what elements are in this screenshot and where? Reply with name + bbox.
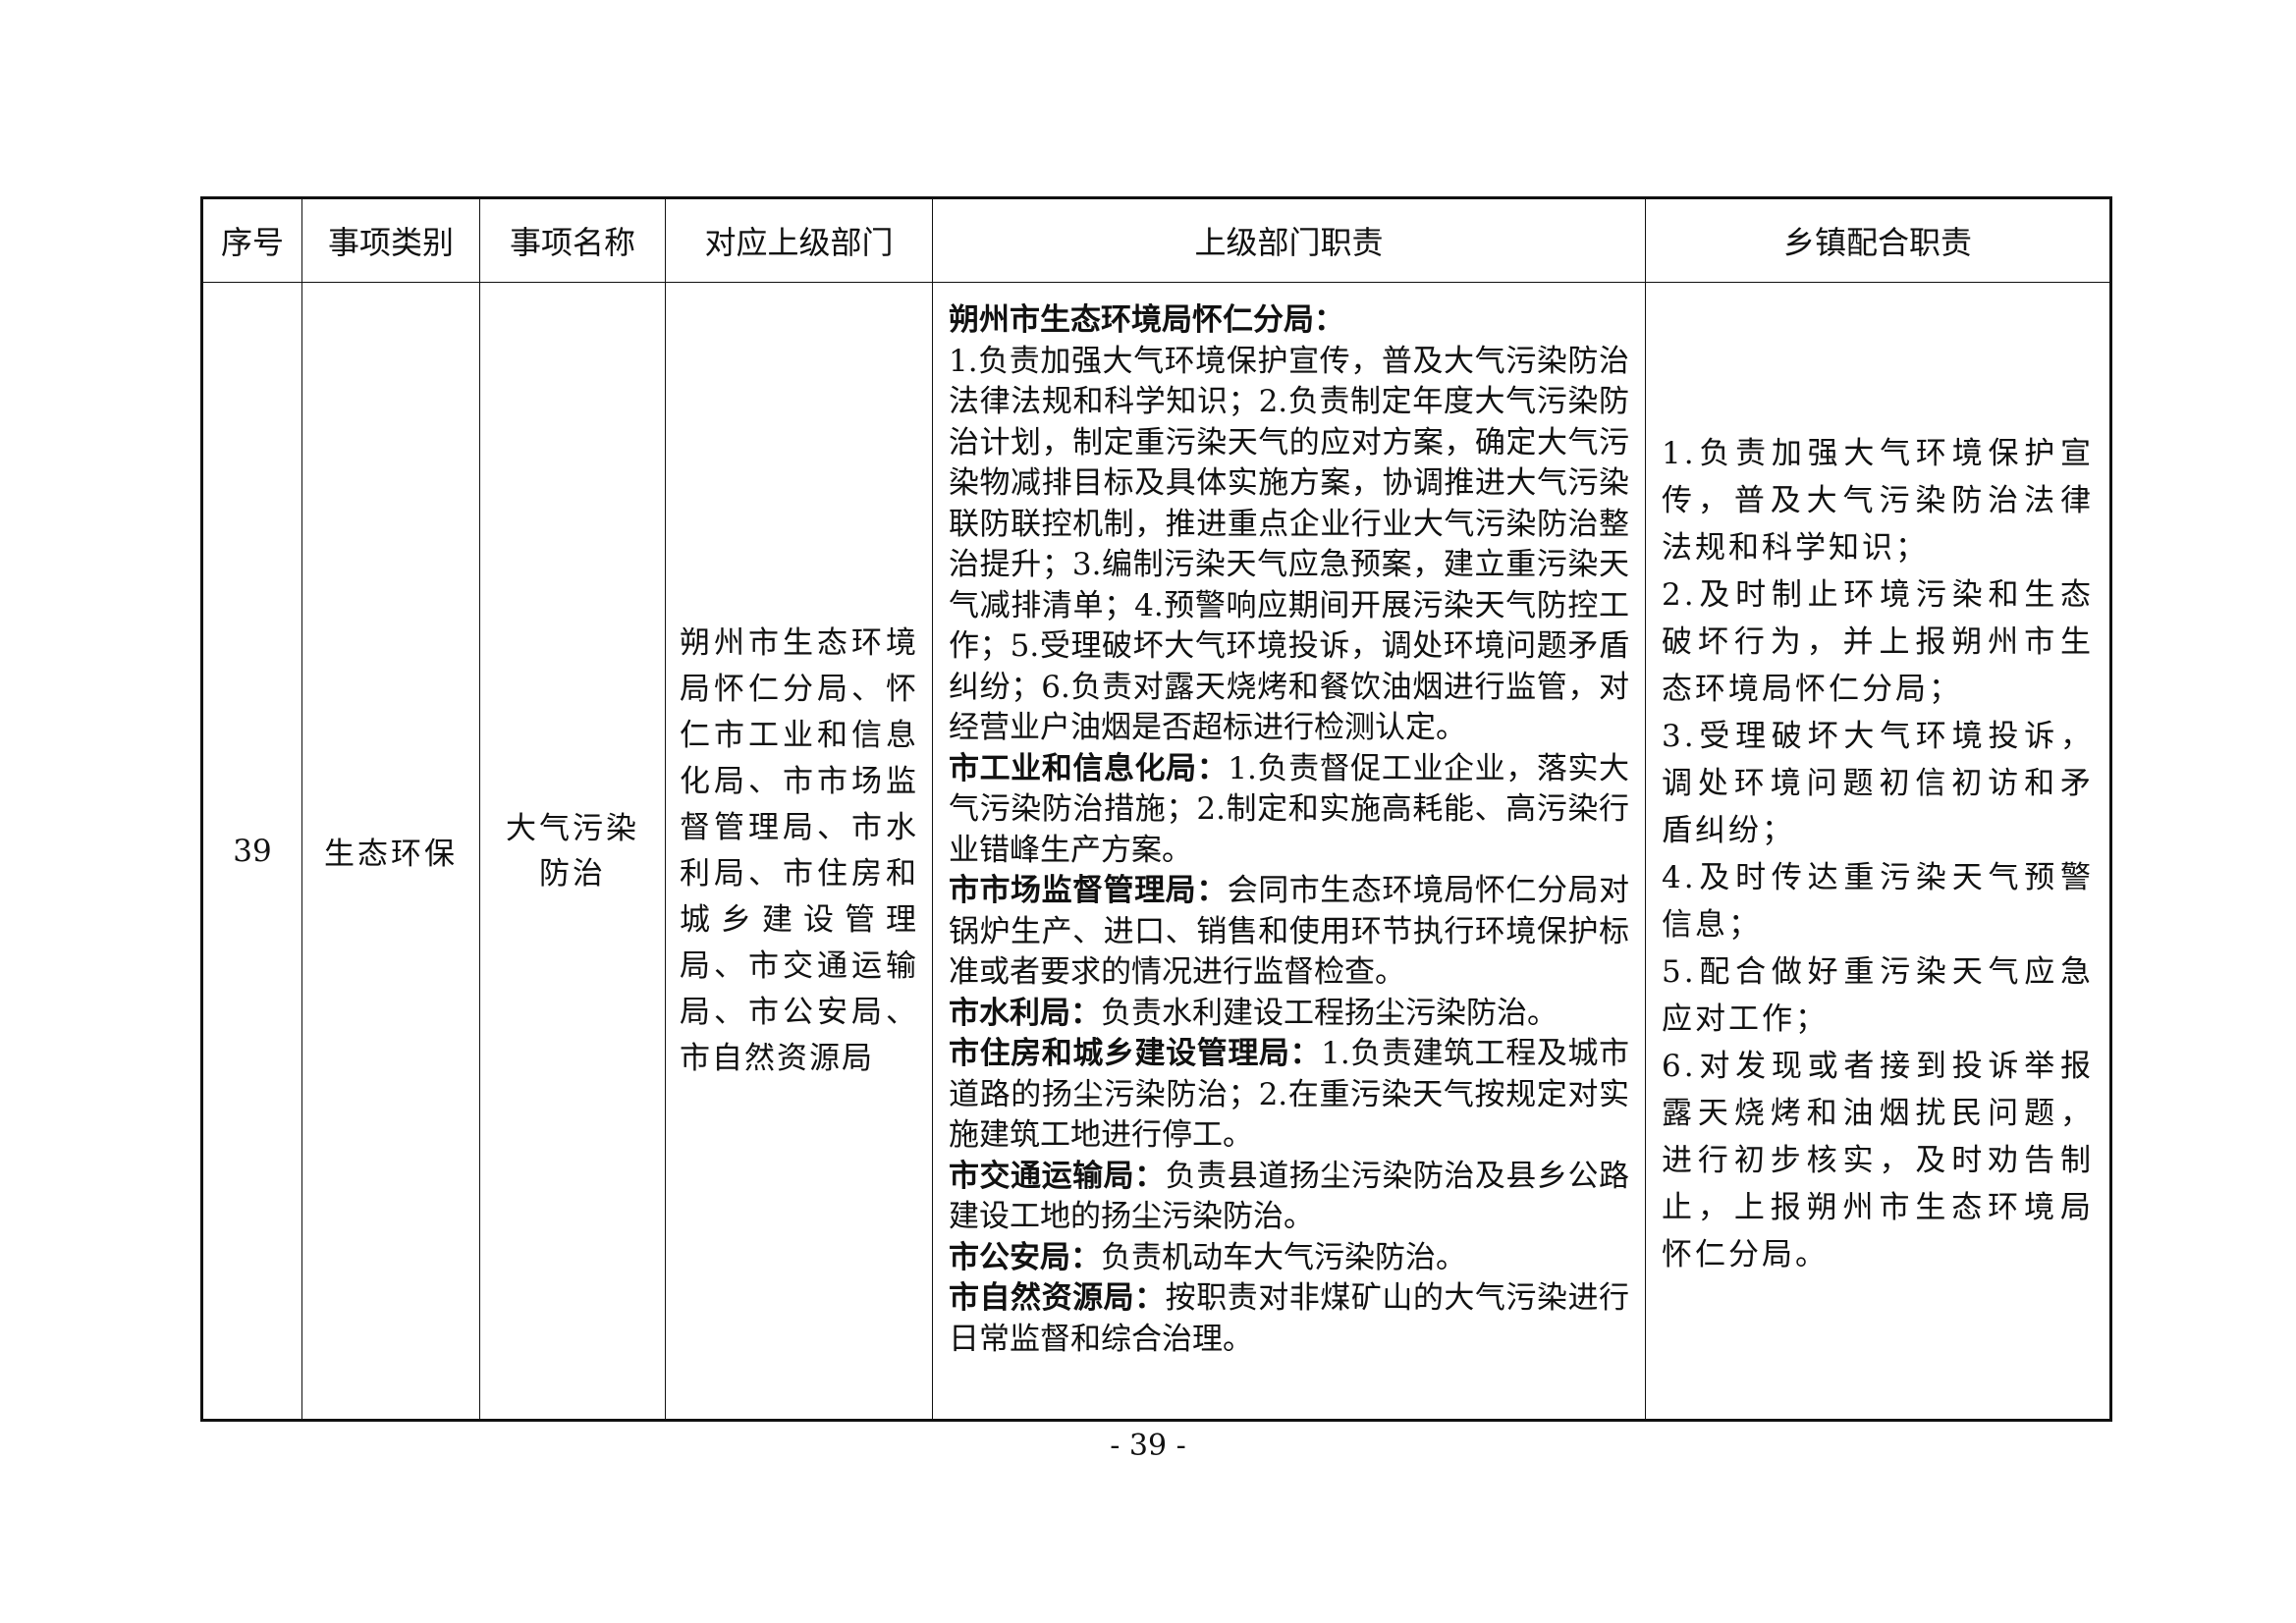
header-duties: 上级部门职责 bbox=[932, 197, 1646, 283]
cell-duties: 朔州市生态环境局怀仁分局： 1.负责加强大气环境保护宣传，普及大气污染防治法律法规… bbox=[932, 282, 1646, 1421]
duty-dept: 市自然资源局： bbox=[949, 1280, 1166, 1316]
duty-dept: 朔州市生态环境局怀仁分局： bbox=[949, 302, 1344, 338]
town-duty-item: 6.对发现或者接到投诉举报露天烧烤和油烟扰民问题，进行初步核实，及时劝告制止，上… bbox=[1662, 1049, 2094, 1272]
duty-block: 市公安局：负责机动车大气污染防治。 bbox=[949, 1238, 1629, 1279]
duty-dept: 市市场监督管理局： bbox=[949, 873, 1228, 908]
town-duty-item: 3.受理破坏大气环境投诉，调处环境问题初信初访和矛盾纠纷； bbox=[1662, 719, 2094, 848]
town-duty-item: 5.配合做好重污染天气应急应对工作； bbox=[1662, 954, 2094, 1037]
duty-dept: 市交通运输局： bbox=[949, 1158, 1166, 1194]
table-header-row: 序号 事项类别 事项名称 对应上级部门 上级部门职责 乡镇配合职责 bbox=[201, 197, 2111, 283]
page-number: - 39 - bbox=[1110, 1429, 1186, 1463]
table-row: 39 生态环保 大气污染防治 朔州市生态环境局怀仁分局、怀仁市工业和信息化局、市… bbox=[201, 282, 2111, 1421]
town-duty-item: 4.及时传达重污染天气预警信息； bbox=[1662, 860, 2094, 943]
duty-text: 按职责对非煤矿山的大气污染进行日常监督和综合治理。 bbox=[949, 1280, 1630, 1357]
duty-text: 会同市生态环境局怀仁分局对锅炉生产、进口、销售和使用环节执行环境保护标准或者要求… bbox=[949, 873, 1630, 990]
duty-dept: 市住房和城乡建设管理局： bbox=[949, 1036, 1322, 1071]
duty-text: 负责水利建设工程扬尘污染防治。 bbox=[1101, 995, 1558, 1031]
header-index: 序号 bbox=[201, 197, 302, 283]
town-duty-item: 2.及时制止环境污染和生态破坏行为，并上报朔州市生态环境局怀仁分局； bbox=[1662, 577, 2094, 707]
duty-block: 市工业和信息化局：1.负责督促工业企业，落实大气污染防治措施；2.制定和实施高耗… bbox=[949, 749, 1629, 872]
duty-text: 1.负责加强大气环境保护宣传，普及大气污染防治法律法规和科学知识；2.负责制定年… bbox=[949, 343, 1629, 746]
header-departments: 对应上级部门 bbox=[665, 197, 933, 283]
responsibility-table: 序号 事项类别 事项名称 对应上级部门 上级部门职责 乡镇配合职责 39 生态环… bbox=[200, 196, 2112, 1422]
cell-departments: 朔州市生态环境局怀仁分局、怀仁市工业和信息化局、市市场监督管理局、市水利局、市住… bbox=[665, 282, 933, 1421]
header-town-duties: 乡镇配合职责 bbox=[1645, 197, 2111, 283]
duty-text: 负责县道扬尘污染防治及县乡公路建设工地的扬尘污染防治。 bbox=[949, 1158, 1630, 1235]
cell-town-duties: 1.负责加强大气环境保护宣传，普及大气污染防治法律法规和科学知识； 2.及时制止… bbox=[1645, 282, 2111, 1421]
cell-name: 大气污染防治 bbox=[479, 282, 666, 1421]
duty-block: 市自然资源局：按职责对非煤矿山的大气污染进行日常监督和综合治理。 bbox=[949, 1278, 1629, 1360]
duty-text: 1.负责建筑工程及城市道路的扬尘污染防治；2.在重污染天气按规定对实施建筑工地进… bbox=[949, 1036, 1630, 1153]
duty-dept: 市公安局： bbox=[949, 1239, 1101, 1275]
town-duty-item: 1.负责加强大气环境保护宣传，普及大气污染防治法律法规和科学知识； bbox=[1662, 436, 2094, 566]
header-category: 事项类别 bbox=[301, 197, 480, 283]
duty-dept: 市工业和信息化局： bbox=[949, 750, 1229, 786]
duty-block: 朔州市生态环境局怀仁分局： 1.负责加强大气环境保护宣传，普及大气污染防治法律法规… bbox=[949, 300, 1629, 749]
duty-text: 1.负责督促工业企业，落实大气污染防治措施；2.制定和实施高耗能、高污染行业错峰… bbox=[949, 750, 1630, 868]
duty-text: 负责机动车大气污染防治。 bbox=[1101, 1239, 1466, 1275]
duty-block: 市住房和城乡建设管理局：1.负责建筑工程及城市道路的扬尘污染防治；2.在重污染天… bbox=[949, 1034, 1629, 1157]
duty-block: 市交通运输局：负责县道扬尘污染防治及县乡公路建设工地的扬尘污染防治。 bbox=[949, 1157, 1629, 1238]
duty-dept: 市水利局： bbox=[949, 995, 1101, 1031]
cell-category: 生态环保 bbox=[301, 282, 480, 1421]
duty-block: 市市场监督管理局：会同市生态环境局怀仁分局对锅炉生产、进口、销售和使用环节执行环… bbox=[949, 871, 1629, 994]
duty-block: 市水利局：负责水利建设工程扬尘污染防治。 bbox=[949, 994, 1629, 1035]
cell-index: 39 bbox=[201, 282, 302, 1421]
header-name: 事项名称 bbox=[479, 197, 666, 283]
